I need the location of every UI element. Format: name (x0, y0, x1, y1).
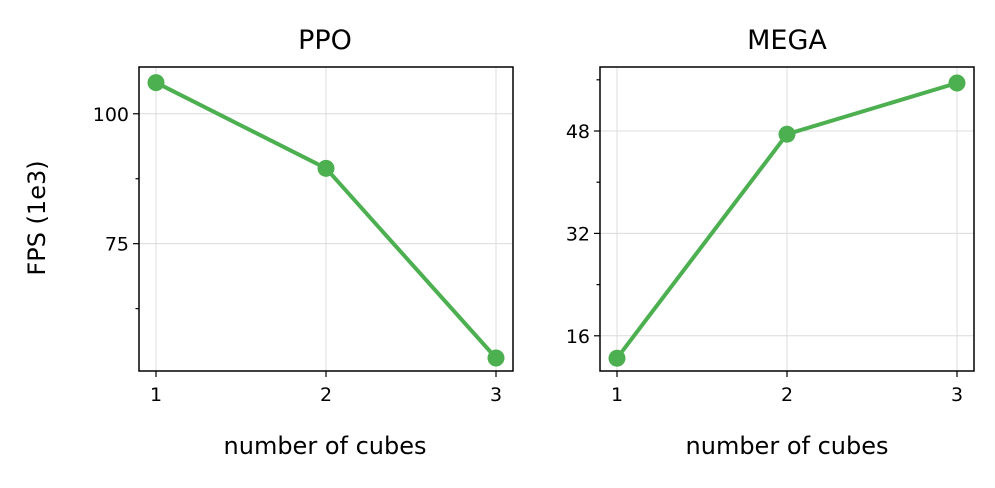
mega-data-point (608, 349, 626, 367)
ppo-x-tick-label: 2 (320, 384, 332, 406)
mega-x-tick-label: 1 (611, 384, 623, 406)
mega-x-axis-label: number of cubes (686, 432, 889, 460)
ppo-data-point (317, 159, 335, 177)
mega-data-point (948, 74, 966, 92)
y-axis-label: FPS (1e3) (23, 160, 51, 275)
mega-x-tick-label: 2 (781, 384, 793, 406)
ppo-y-tick-label: 75 (105, 234, 129, 256)
ppo-panel: PPO number of cubes 1 2 3 75 100 (93, 25, 514, 460)
ppo-x-tick-label: 1 (150, 384, 162, 406)
mega-data-point (778, 125, 796, 143)
ppo-data-point (147, 74, 165, 92)
ppo-y-tick-label: 100 (93, 104, 129, 126)
mega-chart-title: MEGA (747, 25, 827, 56)
ppo-x-axis-label: number of cubes (224, 432, 427, 460)
ppo-data-point (487, 349, 505, 367)
ppo-x-tick-label: 3 (490, 384, 502, 406)
mega-x-tick-label: 3 (951, 384, 963, 406)
ppo-chart-title: PPO (298, 25, 352, 56)
mega-plot-frame (599, 66, 975, 372)
mega-y-tick-label: 48 (566, 121, 590, 143)
ppo-plot-frame (138, 66, 514, 372)
mega-y-tick-label: 32 (566, 223, 590, 245)
mega-y-tick-label: 16 (566, 326, 590, 348)
mega-panel: MEGA number of cubes 1 2 3 16 32 48 (566, 25, 975, 460)
